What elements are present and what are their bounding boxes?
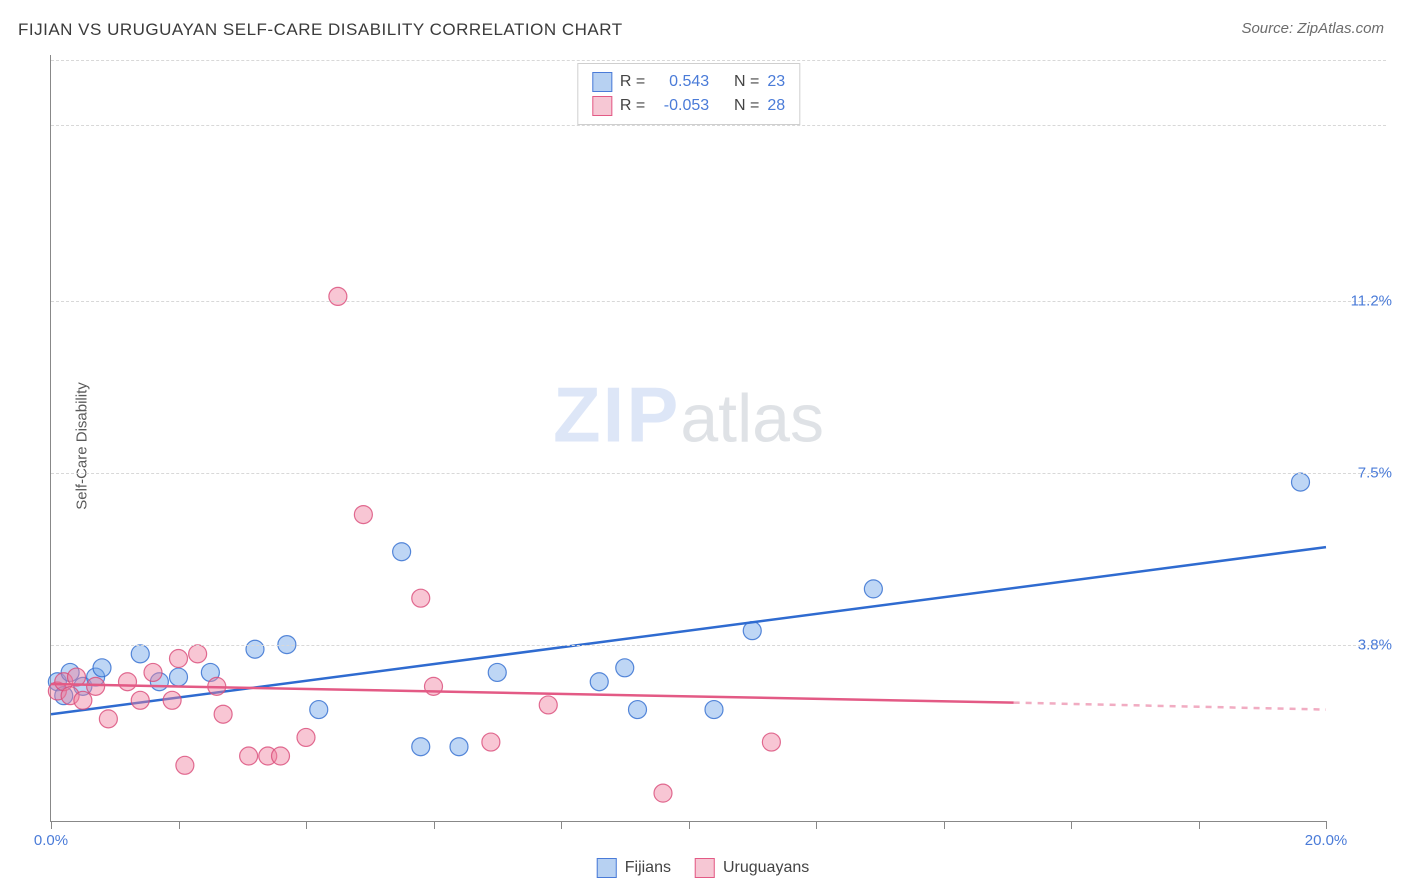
- x-tick: [689, 821, 690, 829]
- scatter-point: [864, 580, 882, 598]
- scatter-point: [539, 696, 557, 714]
- r-value-fijians: 0.543: [653, 70, 709, 94]
- scatter-point: [119, 673, 137, 691]
- trend-line: [51, 547, 1326, 714]
- scatter-point: [354, 506, 372, 524]
- scatter-point: [131, 691, 149, 709]
- n-value-uruguayans: 28: [767, 94, 785, 118]
- scatter-point: [99, 710, 117, 728]
- legend-item-uruguayans: Uruguayans: [695, 858, 809, 878]
- scatter-point: [329, 287, 347, 305]
- x-tick: [816, 821, 817, 829]
- scatter-point: [450, 738, 468, 756]
- scatter-point: [393, 543, 411, 561]
- legend-row-uruguayans: R = -0.053 N = 28: [592, 94, 785, 118]
- x-tick: [179, 821, 180, 829]
- x-tick-label: 20.0%: [1305, 832, 1348, 849]
- correlation-legend: R = 0.543 N = 23 R = -0.053 N = 28: [577, 63, 800, 125]
- x-tick: [1199, 821, 1200, 829]
- chart-title: FIJIAN VS URUGUAYAN SELF-CARE DISABILITY…: [18, 20, 623, 40]
- swatch-pink-icon: [695, 858, 715, 878]
- x-tick: [944, 821, 945, 829]
- source-label: Source: ZipAtlas.com: [1241, 20, 1384, 37]
- scatter-point: [297, 728, 315, 746]
- swatch-blue-icon: [592, 72, 612, 92]
- series-legend: Fijians Uruguayans: [597, 858, 810, 878]
- scatter-point: [189, 645, 207, 663]
- scatter-point: [1292, 473, 1310, 491]
- trend-line: [51, 684, 1014, 703]
- scatter-point: [240, 747, 258, 765]
- x-tick: [51, 821, 52, 829]
- scatter-point: [488, 663, 506, 681]
- x-tick-label: 0.0%: [34, 832, 68, 849]
- scatter-point: [131, 645, 149, 663]
- scatter-point: [176, 756, 194, 774]
- scatter-point: [412, 738, 430, 756]
- r-value-uruguayans: -0.053: [653, 94, 709, 118]
- n-label: N =: [734, 70, 759, 94]
- y-tick-label: 7.5%: [1358, 464, 1392, 481]
- scatter-point: [87, 677, 105, 695]
- gridline: [51, 60, 1386, 61]
- y-tick-label: 3.8%: [1358, 636, 1392, 653]
- legend-item-fijians: Fijians: [597, 858, 671, 878]
- x-tick: [561, 821, 562, 829]
- gridline: [51, 301, 1386, 302]
- scatter-point: [74, 691, 92, 709]
- scatter-point: [93, 659, 111, 677]
- swatch-pink-icon: [592, 96, 612, 116]
- scatter-point: [654, 784, 672, 802]
- gridline: [51, 645, 1386, 646]
- scatter-point: [590, 673, 608, 691]
- scatter-point: [170, 650, 188, 668]
- x-tick: [1326, 821, 1327, 829]
- scatter-point: [705, 701, 723, 719]
- scatter-point: [246, 640, 264, 658]
- plot-svg: [51, 55, 1326, 821]
- n-label: N =: [734, 94, 759, 118]
- x-tick: [1071, 821, 1072, 829]
- n-value-fijians: 23: [767, 70, 785, 94]
- x-tick: [434, 821, 435, 829]
- scatter-point: [214, 705, 232, 723]
- r-label: R =: [620, 94, 645, 118]
- scatter-point: [144, 663, 162, 681]
- gridline: [51, 473, 1386, 474]
- plot-area: ZIPatlas R = 0.543 N = 23 R = -0.053 N =…: [50, 55, 1326, 822]
- scatter-point: [412, 589, 430, 607]
- x-tick: [306, 821, 307, 829]
- legend-label-fijians: Fijians: [625, 859, 671, 877]
- scatter-point: [272, 747, 290, 765]
- legend-label-uruguayans: Uruguayans: [723, 859, 809, 877]
- scatter-point: [482, 733, 500, 751]
- legend-row-fijians: R = 0.543 N = 23: [592, 70, 785, 94]
- y-tick-label: 11.2%: [1351, 293, 1392, 310]
- scatter-point: [163, 691, 181, 709]
- scatter-point: [616, 659, 634, 677]
- swatch-blue-icon: [597, 858, 617, 878]
- trend-line-extrapolated: [1014, 703, 1326, 710]
- scatter-point: [762, 733, 780, 751]
- scatter-point: [629, 701, 647, 719]
- scatter-point: [310, 701, 328, 719]
- r-label: R =: [620, 70, 645, 94]
- scatter-point: [170, 668, 188, 686]
- gridline: [51, 125, 1386, 126]
